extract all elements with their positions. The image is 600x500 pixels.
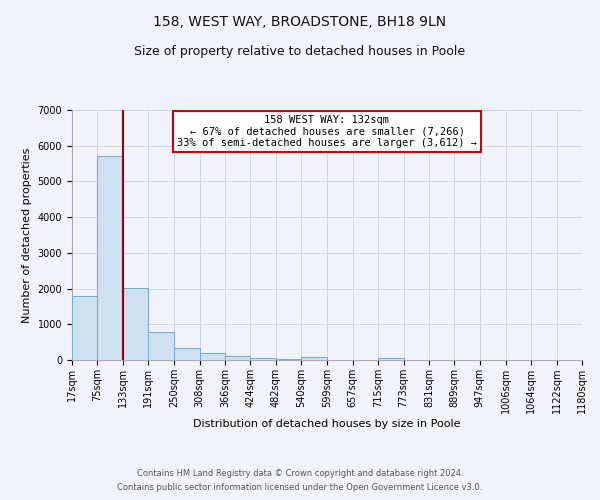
Text: Size of property relative to detached houses in Poole: Size of property relative to detached ho… [134, 45, 466, 58]
Text: Contains HM Land Registry data © Crown copyright and database right 2024.: Contains HM Land Registry data © Crown c… [137, 468, 463, 477]
Y-axis label: Number of detached properties: Number of detached properties [22, 148, 32, 322]
Text: 158, WEST WAY, BROADSTONE, BH18 9LN: 158, WEST WAY, BROADSTONE, BH18 9LN [154, 15, 446, 29]
Bar [97, 156, 123, 360]
Bar [148, 332, 174, 360]
Bar [123, 288, 148, 360]
Bar [250, 358, 276, 360]
Bar [174, 348, 200, 360]
Text: Contains public sector information licensed under the Open Government Licence v3: Contains public sector information licen… [118, 484, 482, 492]
Bar [378, 358, 404, 360]
Text: 158 WEST WAY: 132sqm
← 67% of detached houses are smaller (7,266)
33% of semi-de: 158 WEST WAY: 132sqm ← 67% of detached h… [177, 115, 477, 148]
Bar [301, 357, 327, 360]
Bar [276, 359, 301, 360]
X-axis label: Distribution of detached houses by size in Poole: Distribution of detached houses by size … [193, 418, 461, 428]
Bar [72, 296, 97, 360]
Bar [200, 354, 225, 360]
Bar [225, 356, 250, 360]
